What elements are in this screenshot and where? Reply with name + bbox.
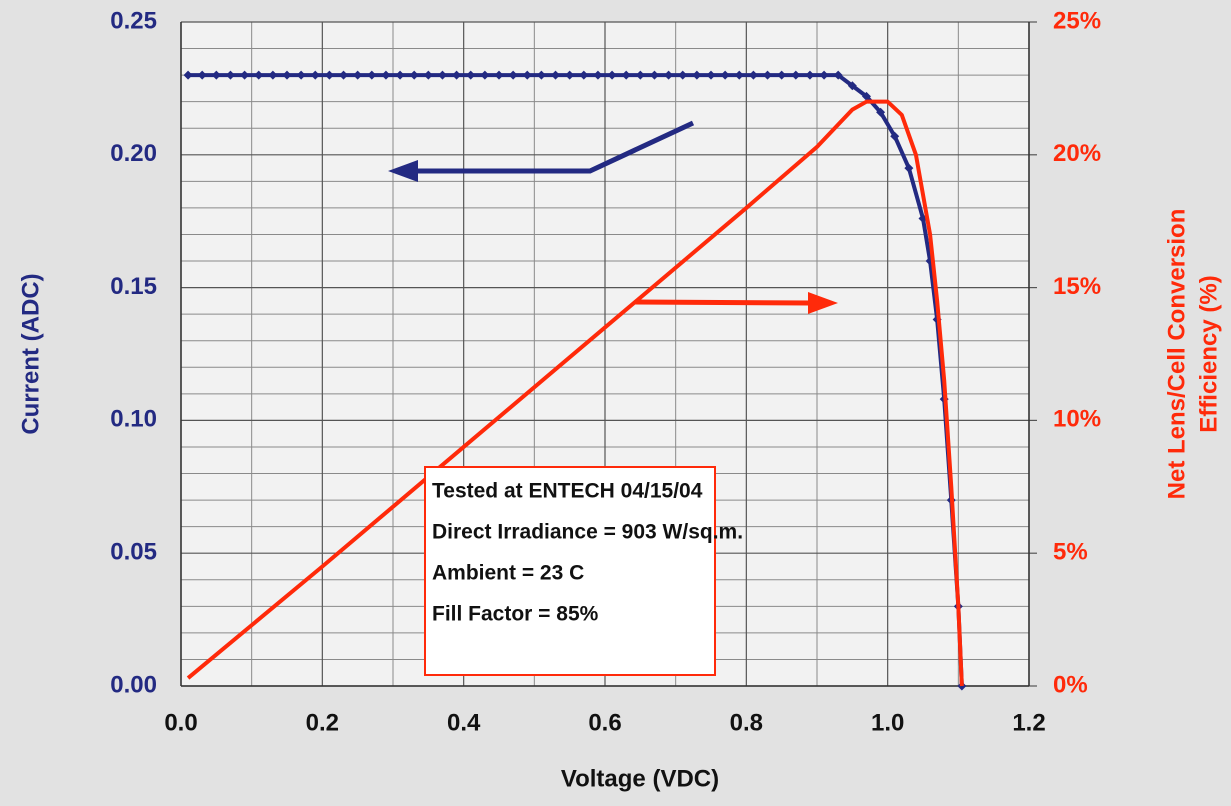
marker bbox=[763, 70, 773, 80]
marker bbox=[452, 70, 462, 80]
marker bbox=[621, 70, 631, 80]
marker bbox=[579, 70, 589, 80]
annotation-line: Direct Irradiance = 903 W/sq.m. bbox=[432, 521, 743, 544]
marker bbox=[607, 70, 617, 80]
marker bbox=[876, 107, 886, 117]
x-tick-label: 0.6 bbox=[588, 709, 621, 736]
y2-axis-label: Net Lens/Cell Conversion bbox=[1163, 209, 1190, 500]
x-tick-label: 0.8 bbox=[730, 709, 763, 736]
arrow-head bbox=[388, 160, 418, 182]
y2-tick-label: 15% bbox=[1053, 273, 1101, 300]
annotation: Tested at ENTECH 04/15/04 Direct Irradian… bbox=[432, 480, 743, 626]
marker bbox=[791, 70, 801, 80]
y2-tick-label: 20% bbox=[1053, 140, 1101, 167]
marker bbox=[353, 70, 363, 80]
marker bbox=[409, 70, 419, 80]
y-tick-label: 0.10 bbox=[110, 406, 157, 433]
x-tick-label: 1.2 bbox=[1012, 709, 1045, 736]
x-tick-label: 1.0 bbox=[871, 709, 904, 736]
marker bbox=[367, 70, 377, 80]
marker bbox=[339, 70, 349, 80]
annotation-box bbox=[424, 466, 716, 676]
marker bbox=[254, 70, 264, 80]
marker bbox=[777, 70, 787, 80]
marker bbox=[805, 70, 815, 80]
annotation-line: Tested at ENTECH 04/15/04 bbox=[432, 480, 703, 503]
marker bbox=[268, 70, 278, 80]
marker bbox=[890, 131, 900, 141]
marker bbox=[664, 70, 674, 80]
marker bbox=[522, 70, 532, 80]
marker bbox=[225, 70, 235, 80]
marker bbox=[635, 70, 645, 80]
marker bbox=[282, 70, 292, 80]
x-axis-label: Voltage (VDC) bbox=[561, 765, 719, 792]
y2-tick-label: 10% bbox=[1053, 406, 1101, 433]
arrow-left bbox=[412, 120, 695, 174]
marker bbox=[551, 70, 561, 80]
marker bbox=[183, 70, 193, 80]
marker bbox=[240, 70, 250, 80]
annotation-line: Ambient = 23 C bbox=[432, 562, 584, 585]
marker bbox=[833, 70, 843, 80]
x-tick-label: 0.4 bbox=[447, 709, 481, 736]
marker bbox=[734, 70, 744, 80]
marker bbox=[494, 70, 504, 80]
marker bbox=[381, 70, 391, 80]
marker bbox=[324, 70, 334, 80]
y-tick-label: 0.15 bbox=[110, 273, 157, 300]
marks bbox=[183, 70, 967, 691]
x-tick-label: 0.0 bbox=[164, 709, 197, 736]
y2-tick-label: 25% bbox=[1053, 7, 1101, 34]
marker bbox=[480, 70, 490, 80]
y-axis-label: Current (ADC) bbox=[17, 273, 44, 434]
y-tick-label: 0.05 bbox=[110, 539, 157, 566]
marker bbox=[508, 70, 518, 80]
y-tick-label: 0.20 bbox=[110, 140, 157, 167]
y-tick-label: 0.00 bbox=[110, 671, 157, 698]
annotation-line: Fill Factor = 85% bbox=[432, 603, 599, 626]
marker bbox=[904, 163, 914, 173]
marker bbox=[692, 70, 702, 80]
marker bbox=[678, 70, 688, 80]
marker bbox=[819, 70, 829, 80]
marker bbox=[197, 70, 207, 80]
marker bbox=[706, 70, 716, 80]
series-line bbox=[186, 99, 964, 687]
marker bbox=[565, 70, 575, 80]
marker bbox=[720, 70, 730, 80]
marker bbox=[437, 70, 447, 80]
y-tick-label: 0.25 bbox=[110, 7, 157, 34]
marker bbox=[847, 81, 857, 91]
marker bbox=[649, 70, 659, 80]
marker bbox=[748, 70, 758, 80]
marker bbox=[296, 70, 306, 80]
marker bbox=[861, 91, 871, 101]
marker bbox=[536, 70, 546, 80]
marker bbox=[593, 70, 603, 80]
arrow-head bbox=[808, 292, 838, 314]
arrows bbox=[388, 120, 838, 314]
marker bbox=[211, 70, 221, 80]
y2-tick-label: 5% bbox=[1053, 539, 1088, 566]
marker bbox=[466, 70, 476, 80]
y2-axis-label: Efficiency (%) bbox=[1195, 275, 1222, 432]
arrow-right bbox=[634, 299, 811, 306]
marker bbox=[423, 70, 433, 80]
marker bbox=[395, 70, 405, 80]
marker bbox=[310, 70, 320, 80]
y2-tick-label: 0% bbox=[1053, 671, 1088, 698]
x-tick-label: 0.2 bbox=[306, 709, 339, 736]
